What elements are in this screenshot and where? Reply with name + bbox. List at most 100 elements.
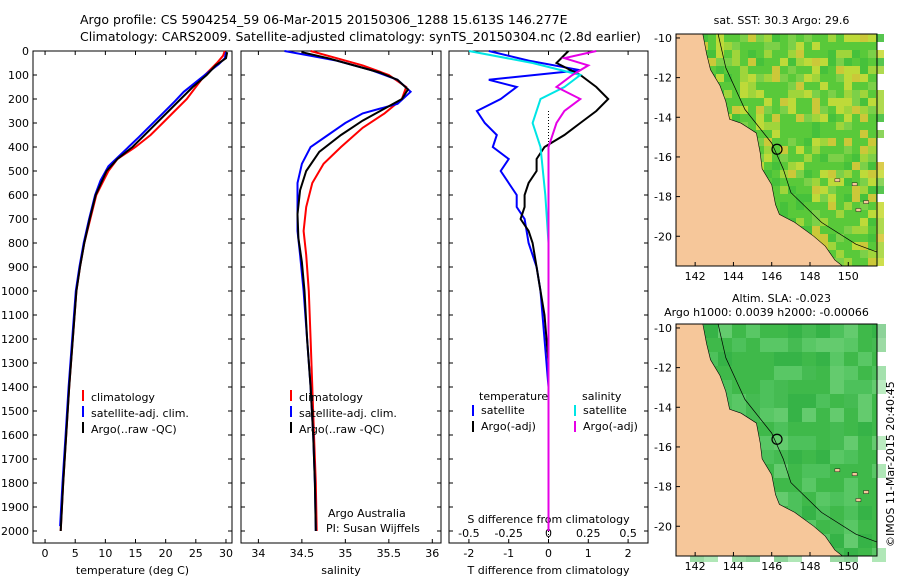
field-cell — [780, 74, 788, 82]
field-cell — [780, 210, 788, 218]
field-cell — [844, 492, 858, 506]
field-cell — [724, 42, 732, 50]
field-cell — [858, 408, 872, 422]
field-cell — [852, 66, 860, 74]
legend-label: Argo(..raw -QC) — [299, 423, 385, 436]
field-cell — [844, 478, 858, 492]
field-cell — [844, 50, 852, 58]
field-cell — [860, 98, 868, 106]
field-cell — [844, 122, 852, 130]
x-tick-label: 36 — [425, 547, 439, 560]
field-cell — [844, 82, 852, 90]
field-cell — [836, 234, 844, 242]
title-line-1: Argo profile: CS 5904254_59 06-Mar-2015 … — [80, 12, 568, 27]
field-cell — [716, 50, 724, 58]
field-cell — [716, 42, 724, 50]
legend-label: satellite-adj. clim. — [91, 407, 189, 420]
y-tick-label: -18 — [654, 191, 672, 204]
field-cell — [868, 250, 876, 258]
field-cell — [860, 154, 868, 162]
island — [863, 490, 869, 494]
field-cell — [796, 114, 804, 122]
field-cell — [860, 250, 868, 258]
field-cell — [860, 186, 868, 194]
series-line — [59, 52, 229, 532]
field-cell — [772, 114, 780, 122]
x-tick-label: 2 — [625, 547, 632, 560]
field-cell — [830, 352, 844, 366]
field-cell — [732, 42, 740, 50]
field-cell — [780, 146, 788, 154]
field-cell — [868, 34, 876, 42]
land-mass — [675, 323, 844, 557]
field-cell — [844, 226, 852, 234]
x-tick-label: 150 — [838, 560, 859, 573]
field-cell — [812, 146, 820, 154]
field-cell — [844, 436, 858, 450]
field-cell — [764, 106, 772, 114]
y-tick-label: -12 — [654, 72, 672, 85]
field-cell — [732, 58, 740, 66]
y-tick-label: -20 — [654, 230, 672, 243]
field-cell — [788, 34, 796, 42]
field-cell — [774, 394, 788, 408]
field-cell — [830, 338, 844, 352]
field-cell — [852, 50, 860, 58]
y-tick-label: 1100 — [1, 309, 29, 322]
field-cell — [802, 338, 816, 352]
field-cell — [836, 66, 844, 74]
field-cell — [812, 90, 820, 98]
y-tick-label: 1800 — [1, 477, 29, 490]
field-cell — [802, 408, 816, 422]
x-tick-label: 0 — [545, 547, 552, 560]
field-cell — [804, 178, 812, 186]
field-cell — [708, 50, 716, 58]
field-cell — [746, 324, 760, 338]
field-cell — [820, 186, 828, 194]
field-cell — [788, 98, 796, 106]
field-cell — [788, 436, 802, 450]
field-cell — [860, 162, 868, 170]
field-cell — [828, 114, 836, 122]
field-cell — [830, 520, 844, 534]
field-cell — [820, 234, 828, 242]
field-cell — [732, 50, 740, 58]
field-cell — [860, 58, 868, 66]
y-tick-label: 1000 — [1, 285, 29, 298]
field-cell — [740, 34, 748, 42]
field-cell — [756, 34, 764, 42]
field-cell — [836, 178, 844, 186]
field-cell — [876, 250, 884, 258]
field-cell — [836, 154, 844, 162]
island — [834, 178, 841, 182]
field-cell — [860, 34, 868, 42]
field-cell — [876, 50, 884, 58]
field-cell — [844, 114, 852, 122]
field-cell — [828, 194, 836, 202]
field-cell — [844, 98, 852, 106]
field-cell — [740, 74, 748, 82]
field-cell — [868, 218, 876, 226]
field-cell — [858, 352, 872, 366]
field-cell — [844, 548, 858, 562]
field-cell — [772, 42, 780, 50]
field-cell — [868, 82, 876, 90]
field-cell — [780, 186, 788, 194]
field-cell — [802, 478, 816, 492]
field-cell — [844, 394, 858, 408]
field-cell — [844, 450, 858, 464]
field-cell — [876, 202, 884, 210]
field-cell — [802, 366, 816, 380]
field-cell — [816, 324, 830, 338]
field-cell — [844, 178, 852, 186]
field-cell — [804, 74, 812, 82]
y-tick-label: 700 — [8, 213, 29, 226]
legend-label: climatology — [91, 391, 155, 404]
field-cell — [804, 90, 812, 98]
field-cell — [830, 436, 844, 450]
map-frame — [675, 33, 878, 267]
field-cell — [764, 154, 772, 162]
field-cell — [774, 366, 788, 380]
x-tick-label: 142 — [685, 270, 706, 283]
legend-label: climatology — [299, 391, 363, 404]
